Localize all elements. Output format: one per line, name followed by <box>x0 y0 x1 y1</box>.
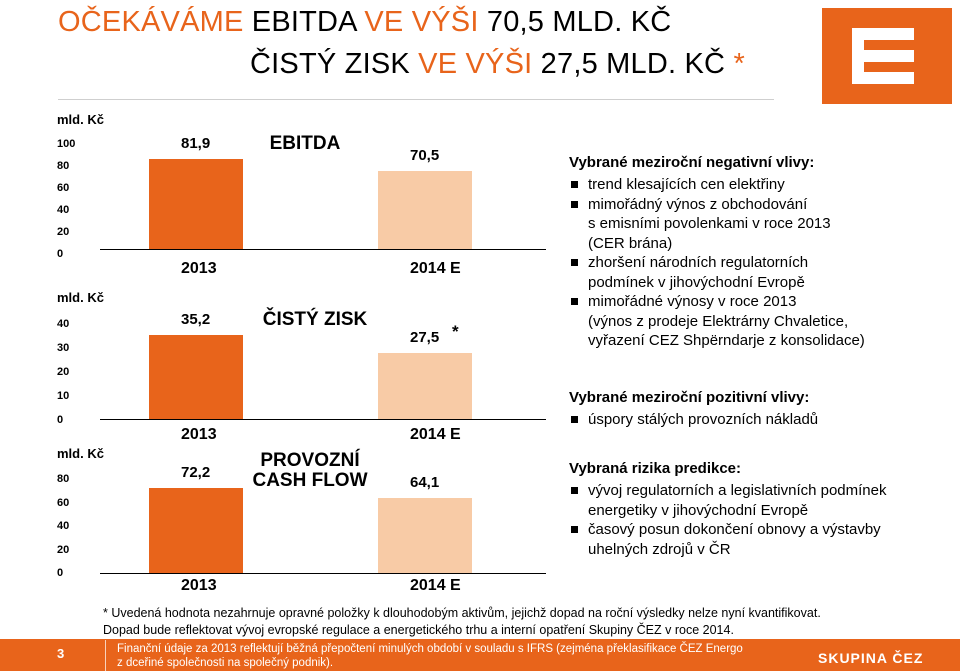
x-tick-label: 2013 <box>181 260 217 277</box>
data-label: 64,1 <box>410 474 440 491</box>
bar-2014-e <box>378 498 472 573</box>
bar-2013 <box>149 335 243 419</box>
negative-item: trend klesajících cen elektřiny <box>569 175 865 195</box>
x-tick-label: 2014 E <box>410 260 461 277</box>
y-tick-label: 40 <box>57 318 70 330</box>
bar-2014-e <box>378 171 472 249</box>
bar-2014-e <box>378 353 472 419</box>
x-axis-line <box>100 573 546 574</box>
y-tick-label: 20 <box>57 226 70 238</box>
slide-title-line-2: ČISTÝ ZISK VE VÝŠI 27,5 MLD. KČ * <box>250 48 745 81</box>
y-tick-label: 0 <box>57 567 64 579</box>
risk-item: časový posun dokončení obnovy a výstavby… <box>569 520 887 559</box>
y-tick-label: 40 <box>57 204 70 216</box>
bar-2013 <box>149 159 243 249</box>
negative-item: zhoršení národních regulatorních podmíne… <box>569 253 865 292</box>
positive-heading: Vybrané meziroční pozitivní vlivy: <box>569 389 810 406</box>
title-accent: VE VÝŠI <box>364 6 479 38</box>
cez-logo-mark <box>852 28 914 84</box>
bar-2013 <box>149 488 243 573</box>
cez-logo-icon <box>822 8 952 104</box>
chart-title: ČISTÝ ZISK <box>262 309 368 330</box>
y-tick-label: 40 <box>57 520 70 532</box>
slide-title-line-1: OČEKÁVÁME EBITDA VE VÝŠI 70,5 MLD. KČ <box>58 6 671 39</box>
title-accent: OČEKÁVÁME <box>58 6 244 38</box>
brand-name: SKUPINA ČEZ <box>818 650 924 666</box>
x-axis-line <box>100 249 546 250</box>
title-text: 70,5 MLD. KČ <box>478 6 672 38</box>
y-tick-label: 10 <box>57 390 70 402</box>
chart-title: EBITDA <box>269 133 341 154</box>
positive-list: úspory stálých provozních nákladů <box>569 410 818 430</box>
y-tick-label: 0 <box>57 248 64 260</box>
footnote: * Uvedená hodnota nezahrnuje opravné pol… <box>103 606 821 637</box>
negative-item: mimořádné výnosy v roce 2013 (výnos z pr… <box>569 292 865 351</box>
y-axis-unit: mld. Kč <box>57 446 104 461</box>
footer-note: Finanční údaje za 2013 reflektují běžná … <box>117 643 743 669</box>
title-text: ČISTÝ ZISK <box>250 48 419 80</box>
negative-item: mimořádný výnos z obchodování s emisními… <box>569 195 865 254</box>
title-accent: VE VÝŠI <box>418 48 533 80</box>
x-axis-line <box>100 419 546 420</box>
chart-title: PROVOZNÍ CASH FLOW <box>252 450 368 491</box>
y-tick-label: 20 <box>57 366 70 378</box>
footer-divider <box>105 640 106 671</box>
risk-item: vývoj regulatorních a legislativních pod… <box>569 481 887 520</box>
negative-list: trend klesajících cen elektřiny mimořádný… <box>569 175 865 351</box>
y-tick-label: 20 <box>57 543 70 556</box>
y-tick-label: 100 <box>57 138 76 150</box>
title-text: 27,5 MLD. KČ <box>532 48 734 80</box>
y-tick-label: 80 <box>57 160 70 172</box>
annotation-star: * <box>452 322 459 341</box>
data-label: 70,5 <box>410 147 440 164</box>
x-tick-label: 2013 <box>181 426 217 443</box>
page-number: 3 <box>57 646 65 661</box>
data-label: 27,5 <box>410 329 440 346</box>
x-tick-label: 2013 <box>181 577 217 594</box>
risks-heading: Vybraná rizika predikce: <box>569 460 742 477</box>
data-label: 35,2 <box>181 311 211 328</box>
data-label: 72,2 <box>181 464 211 481</box>
y-axis-unit: mld. Kč <box>57 290 104 305</box>
title-text: EBITDA <box>243 6 365 38</box>
y-tick-label: 0 <box>57 414 64 426</box>
x-tick-label: 2014 E <box>410 426 461 443</box>
x-tick-label: 2014 E <box>410 577 461 594</box>
title-divider <box>58 99 774 100</box>
negative-heading: Vybrané meziroční negativní vlivy: <box>569 154 815 171</box>
risks-list: vývoj regulatorních a legislativních pod… <box>569 481 887 559</box>
footer-bar <box>0 639 960 671</box>
positive-item: úspory stálých provozních nákladů <box>569 410 818 430</box>
y-tick-label: 30 <box>57 342 70 354</box>
y-tick-label: 80 <box>57 473 70 485</box>
title-star: * <box>733 48 745 80</box>
y-tick-label: 60 <box>57 182 70 194</box>
y-tick-label: 60 <box>57 496 70 509</box>
y-axis-unit: mld. Kč <box>57 112 104 127</box>
data-label: 81,9 <box>181 135 211 152</box>
